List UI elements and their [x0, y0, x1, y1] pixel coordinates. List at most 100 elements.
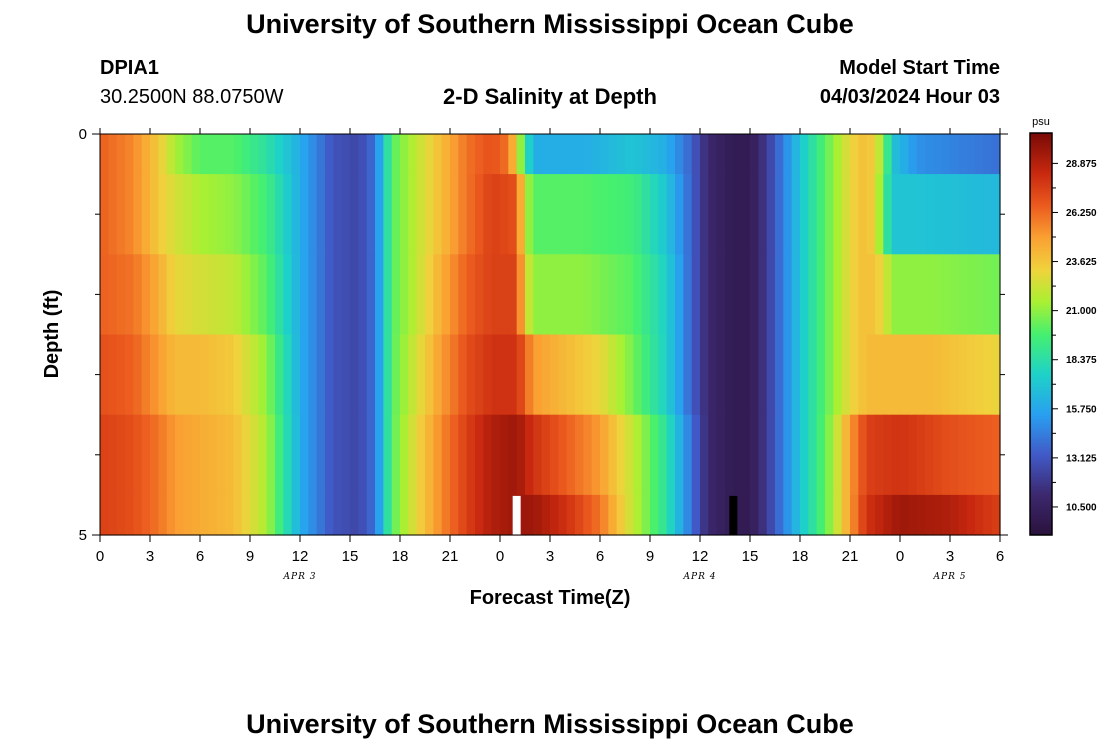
heatmap-cell	[875, 334, 884, 416]
heatmap-cell	[125, 174, 134, 255]
heatmap-cell	[775, 494, 784, 536]
heatmap-cell	[683, 494, 693, 536]
heatmap-cell	[883, 174, 893, 255]
heatmap-cell	[341, 134, 351, 175]
heatmap-cell	[983, 174, 993, 255]
heatmap-cell	[608, 334, 618, 416]
heatmap-cell	[316, 414, 326, 496]
heatmap-cell	[758, 494, 768, 536]
heatmap-cell	[441, 494, 451, 536]
heatmap-cell	[241, 494, 251, 536]
heatmap-cell	[175, 254, 184, 336]
heatmap-cell	[141, 414, 151, 496]
heatmap-cell	[875, 134, 884, 175]
heatmap-cell	[483, 494, 493, 536]
heatmap-cell	[825, 494, 834, 536]
heatmap-cell	[808, 414, 818, 496]
heatmap-cell	[358, 254, 368, 336]
heatmap-cell	[816, 494, 826, 536]
heatmap-cell	[466, 254, 476, 336]
heatmap-cell	[291, 414, 301, 496]
heatmap-cell	[775, 414, 784, 496]
heatmap-cell	[916, 494, 926, 536]
heatmap-cell	[975, 174, 984, 255]
heatmap-cell	[900, 254, 909, 336]
heatmap-cell	[825, 414, 834, 496]
heatmap-cell	[508, 174, 518, 255]
heatmap-cell	[933, 254, 943, 336]
heatmap-cell	[725, 254, 734, 336]
heatmap-cell	[241, 414, 251, 496]
x-tick-label: 6	[196, 548, 204, 565]
heatmap-cell	[900, 334, 909, 416]
heatmap-cell	[350, 414, 359, 496]
heatmap-cell	[908, 174, 918, 255]
heatmap-cell	[233, 334, 243, 416]
heatmap-cell	[725, 414, 734, 496]
heatmap-cell	[266, 174, 276, 255]
heatmap-cell	[950, 174, 959, 255]
heatmap-cell	[908, 134, 918, 175]
heatmap-cell	[675, 134, 684, 175]
heatmap-cell	[650, 174, 659, 255]
heatmap-cell	[983, 494, 993, 536]
heatmap-cell	[925, 134, 934, 175]
heatmap-cell	[100, 334, 109, 416]
heatmap-cell	[233, 494, 243, 536]
heatmap-cell	[908, 494, 918, 536]
heatmap-cell	[466, 134, 476, 175]
heatmap-cell	[558, 174, 568, 255]
heatmap-cell	[408, 334, 418, 416]
heatmap-cell	[133, 494, 143, 536]
missing-data-markers	[512, 495, 738, 535]
heatmap-cell	[266, 414, 276, 496]
heatmap-cell	[900, 414, 909, 496]
heatmap-cell	[233, 414, 243, 496]
heatmap-cell	[675, 174, 684, 255]
heatmap-cell	[575, 334, 584, 416]
heatmap-cell	[958, 134, 968, 175]
heatmap-cell	[475, 174, 484, 255]
heatmap-cell	[608, 174, 618, 255]
heatmap-cell	[991, 414, 1001, 496]
heatmap-cell	[366, 414, 376, 496]
heatmap-cell	[625, 414, 634, 496]
heatmap-cell	[625, 334, 634, 416]
heatmap-cell	[391, 174, 401, 255]
heatmap-cell	[933, 174, 943, 255]
heatmap-cell	[133, 134, 143, 175]
heatmap-cell	[658, 174, 668, 255]
heatmap-cell	[258, 134, 268, 175]
heatmap-cell	[208, 334, 218, 416]
heatmap-cell	[416, 494, 426, 536]
heatmap-cell	[441, 254, 451, 336]
heatmap-cell	[750, 134, 759, 175]
heatmap-cell	[258, 174, 268, 255]
heatmap-cell	[616, 414, 626, 496]
heatmap-cell	[433, 254, 443, 336]
heatmap-cell	[308, 334, 318, 416]
heatmap-cell	[141, 174, 151, 255]
heatmap-cell	[775, 134, 784, 175]
heatmap-cell	[600, 134, 609, 175]
heatmap-cell	[166, 134, 176, 175]
heatmap-cell	[591, 134, 601, 175]
heatmap-cell	[325, 414, 334, 496]
heatmap-cell	[558, 414, 568, 496]
heatmap-cell	[558, 254, 568, 336]
x-tick-label: 9	[646, 548, 654, 565]
heatmap-cell	[833, 494, 843, 536]
heatmap-cell	[558, 334, 568, 416]
heatmap-cell	[191, 254, 201, 336]
heatmap-cell	[108, 334, 118, 416]
heatmap-cell	[683, 254, 693, 336]
heatmap-cell	[500, 414, 509, 496]
heatmap-cell	[258, 254, 268, 336]
heatmap-cell	[208, 254, 218, 336]
heatmap-cell	[833, 254, 843, 336]
heatmap-cell	[841, 494, 851, 536]
heatmap-cell	[891, 134, 901, 175]
heatmap-cell	[866, 174, 876, 255]
heatmap-cell	[950, 414, 959, 496]
chart-subtitle: 2-D Salinity at Depth	[443, 84, 657, 109]
